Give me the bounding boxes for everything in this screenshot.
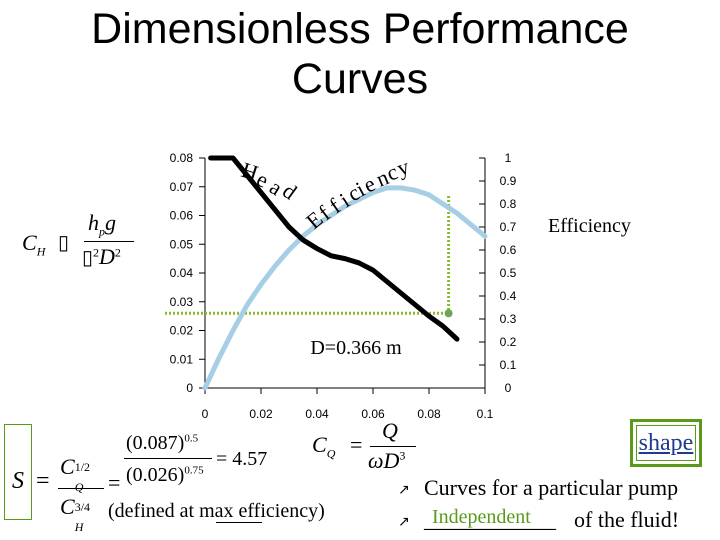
cq-denominator: ωD xyxy=(368,448,400,473)
max-efficiency-point-group xyxy=(444,309,453,318)
y-tick-right-label: 0.4 xyxy=(500,289,517,303)
s-value-fraction-bar xyxy=(124,458,212,459)
ch-numerator-g: g xyxy=(105,210,116,235)
y-tick-right-label: 0.3 xyxy=(500,312,517,326)
specific-speed-formula: S = C 1/2 Q C 3/4 H = (0.087)0.5 (0.026)0.75… xyxy=(4,424,325,534)
y-tick-left-label: 0 xyxy=(186,381,193,395)
y-tick-left-label: 0.07 xyxy=(170,180,194,194)
title-line-2: Curves xyxy=(291,55,429,103)
y-tick-right-label: 0.9 xyxy=(500,174,517,188)
y-tick-left-label: 0.05 xyxy=(170,237,194,251)
cq-equals: = xyxy=(350,432,363,457)
bullet-underline-2: ____________ xyxy=(424,507,556,532)
y-tick-left-label: 0.06 xyxy=(170,209,194,223)
diameter-annotation: D=0.366 m xyxy=(310,337,402,359)
s-equals-2: = xyxy=(108,470,121,495)
y-tick-left-label: 0.03 xyxy=(170,295,194,309)
s-numerator-sub: Q xyxy=(74,480,84,494)
max-efficiency-guides xyxy=(165,196,451,315)
ch-den-exp2: 2 xyxy=(114,245,121,260)
s-note-underline xyxy=(216,522,262,523)
cq-symbol: C xyxy=(312,432,327,457)
s-symbol: S xyxy=(12,468,24,494)
bullet-marker-1: ↗ xyxy=(398,482,410,498)
s-numerator-c: C xyxy=(60,454,75,479)
ch-formula: CH ▯ hpg ▯2D2 xyxy=(22,208,142,276)
y-tick-left-label: 0.01 xyxy=(170,352,194,366)
s-numerator-value: (0.087) xyxy=(126,432,185,454)
y-tick-right-label: 0.1 xyxy=(500,358,517,372)
s-equals: = xyxy=(36,468,50,494)
y-tick-right-label: 0.8 xyxy=(500,197,517,211)
cq-formula: CQ = Q ωD3 xyxy=(312,418,422,480)
s-denominator-exp: 3/4 xyxy=(74,500,91,514)
x-ticks: 0 0.02 0.04 0.06 0.08 0.1 xyxy=(202,388,494,421)
efficiency-series-line xyxy=(202,185,488,391)
ch-den-exp1: 2 xyxy=(93,245,100,260)
ch-fraction-bar xyxy=(84,241,134,242)
y-ticks-left: 0 0.01 0.02 0.03 0.04 0.05 0.06 0.07 0.08 xyxy=(170,151,205,395)
y-ticks-right: 0 0.1 0.2 0.3 0.4 0.5 0.6 0.7 0.8 0.9 1 xyxy=(479,151,517,395)
x-tick-label: 0.1 xyxy=(477,407,494,421)
y-tick-right-label: 0.5 xyxy=(500,266,517,280)
y-tick-right-label: 0.7 xyxy=(500,220,517,234)
x-tick-label: 0.06 xyxy=(361,407,385,421)
ch-relation-glyph: ▯ xyxy=(58,232,70,254)
y-tick-right-label: 1 xyxy=(505,151,512,165)
shape-link[interactable]: shape xyxy=(636,425,696,461)
head-label-char: H xyxy=(238,157,261,186)
efficiency-curve-label: Efficiency xyxy=(301,154,412,234)
y-tick-left-label: 0.08 xyxy=(170,151,194,165)
max-efficiency-point xyxy=(444,309,453,318)
y-tick-left-label: 0.04 xyxy=(170,266,194,280)
ch-numerator-sub: p xyxy=(99,224,105,239)
ch-numerator-h: h xyxy=(88,210,99,235)
cq-fraction-bar xyxy=(370,446,416,447)
s-numerator-value-exp: 0.5 xyxy=(184,432,199,445)
cq-numerator: Q xyxy=(382,418,398,443)
ch-symbol: C xyxy=(22,230,37,255)
x-tick-label: 0 xyxy=(202,407,209,421)
title-line-1: Dimensionless Performance xyxy=(91,5,629,53)
ch-denominator-d: D xyxy=(99,244,115,269)
bullet-blank-word: Independent xyxy=(432,506,531,528)
s-fraction-bar xyxy=(58,488,104,489)
y-tick-left-label: 0.02 xyxy=(170,324,194,338)
bullet-marker-2: ↗ xyxy=(398,514,410,530)
annotation-background xyxy=(298,333,416,361)
y-tick-right-label: 0 xyxy=(505,381,512,395)
x-tick-label: 0.08 xyxy=(417,407,441,421)
x-tick-label: 0.02 xyxy=(249,407,273,421)
shape-link-box[interactable]: shape xyxy=(630,419,702,467)
s-denominator-c: C xyxy=(60,494,75,519)
s-result: = 4.57 xyxy=(216,448,268,470)
bullet-text-2: of the fluid! xyxy=(574,507,680,532)
bullet-text-1: Curves for a particular pump xyxy=(424,475,679,500)
head-series-line xyxy=(208,155,460,342)
x-tick-label: 0.04 xyxy=(305,407,329,421)
s-denominator-value-exp: 0.75 xyxy=(184,464,204,477)
ch-subscript: H xyxy=(36,244,46,259)
cq-den-exp: 3 xyxy=(399,448,406,463)
y-axis-right-label: Efficiency xyxy=(548,215,631,237)
s-numerator-exp: 1/2 xyxy=(74,460,91,474)
cq-subscript: Q xyxy=(326,446,336,461)
s-denominator-value: (0.026) xyxy=(126,464,185,486)
y-tick-right-label: 0.6 xyxy=(500,243,517,257)
ch-denominator-glyph: ▯ xyxy=(82,247,94,269)
s-highlight-box xyxy=(4,424,32,520)
s-denominator-sub: H xyxy=(74,520,84,534)
s-note: (defined at max efficiency) xyxy=(108,500,325,522)
slide-title: Dimensionless Performance Curves xyxy=(0,4,720,104)
y-tick-right-label: 0.2 xyxy=(500,335,517,349)
